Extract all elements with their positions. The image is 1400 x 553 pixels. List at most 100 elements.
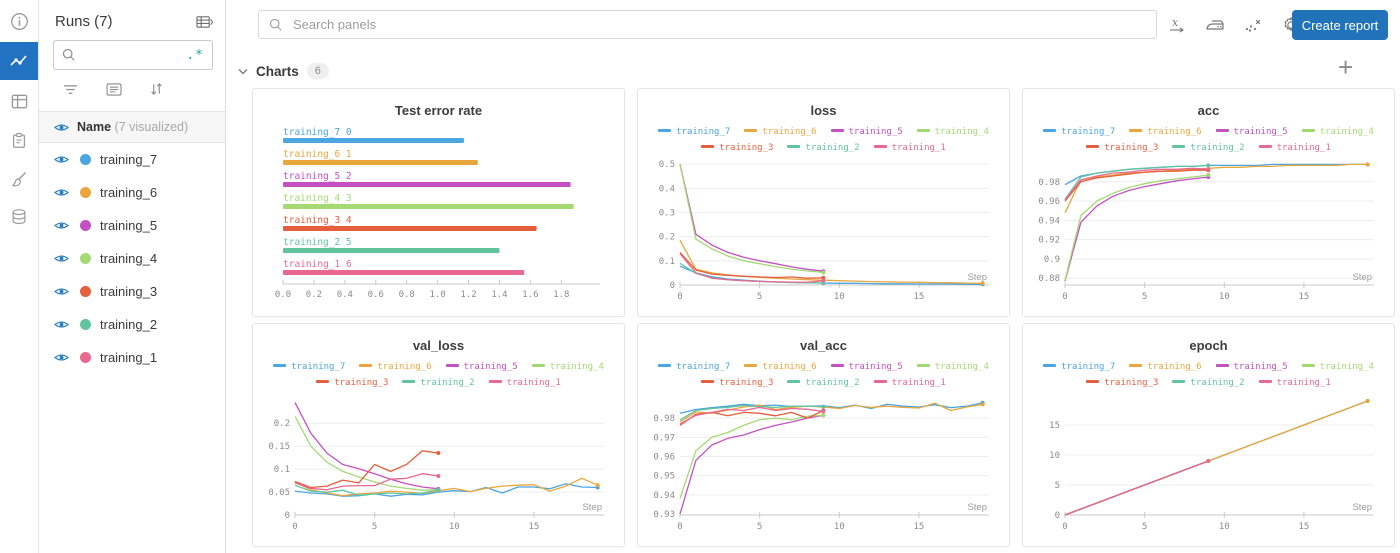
legend-item-training_4[interactable]: training_4 [916,361,989,374]
sort-icon[interactable] [150,82,163,101]
panel-search-box[interactable] [258,10,1157,39]
runs-sidebar: Runs (7) .* Name (7 visualized) training… [39,0,226,553]
svg-text:15: 15 [528,522,539,532]
svg-text:0.96: 0.96 [1038,197,1060,207]
legend-item-training_4[interactable]: training_4 [1301,361,1374,374]
chart-plot: 0 0.05 0.1 0.15 0.2 0 5 10 15 Step [261,390,616,546]
runs-search-box[interactable]: .* [53,40,213,70]
table-nav-icon[interactable] [0,83,38,119]
svg-text:x: x [1172,17,1179,29]
legend-item-training_4[interactable]: training_4 [531,361,604,374]
legend-item-training_7[interactable]: training_7 [273,361,345,374]
legend-item-training_3[interactable]: training_3 [316,377,388,390]
run-row[interactable]: training_5 [39,209,225,242]
legend-item-training_2[interactable]: training_2 [1172,142,1245,155]
svg-text:training_2 5: training_2 5 [283,237,352,248]
panel-loss[interactable]: loss training_7 training_6 training_5 traini… [637,88,1010,317]
svg-text:0.2: 0.2 [306,290,322,300]
legend-item-training_3[interactable]: training_3 [1086,377,1158,390]
legend-item-training_4[interactable]: training_4 [1301,126,1374,139]
panel-val-loss[interactable]: val_loss training_7 training_6 training_5 tr… [252,323,625,547]
legend-item-training_5[interactable]: training_5 [830,126,903,139]
create-report-button[interactable]: Create report [1292,10,1388,40]
add-panel-button[interactable]: + [1338,52,1354,82]
eye-icon[interactable] [54,352,69,363]
panel-acc[interactable]: acc training_7 training_6 training_5 trainin… [1022,88,1395,317]
legend-item-training_1[interactable]: training_1 [1258,142,1331,155]
eye-icon[interactable] [54,220,69,231]
legend-item-training_5[interactable]: training_5 [830,361,903,374]
run-row[interactable]: training_3 [39,275,225,308]
run-row[interactable]: training_2 [39,308,225,341]
regex-toggle-icon[interactable]: .* [186,47,204,63]
svg-text:5: 5 [372,522,377,532]
legend-dash-icon [273,364,287,367]
chevron-down-icon[interactable] [238,68,248,75]
svg-text:10: 10 [1219,522,1230,532]
panel-search-input[interactable] [291,16,1146,33]
charts-nav-icon[interactable] [0,42,38,80]
x-axis-icon[interactable]: x [1166,14,1188,36]
eye-icon[interactable] [54,154,69,165]
legend-item-training_5[interactable]: training_5 [1215,361,1288,374]
chart-plot: training_7 0 training_6 1 training_5 2 trai… [261,118,616,311]
legend-item-training_6[interactable]: training_6 [744,126,817,139]
legend-item-training_6[interactable]: training_6 [359,361,432,374]
database-icon[interactable] [0,200,38,236]
svg-text:Step: Step [1352,502,1372,513]
legend-item-training_2[interactable]: training_2 [402,377,475,390]
legend-item-training_1[interactable]: training_1 [873,377,946,390]
legend-item-training_2[interactable]: training_2 [1172,377,1245,390]
legend-item-training_3[interactable]: training_3 [701,142,773,155]
legend-item-training_7[interactable]: training_7 [658,126,730,139]
panel-val-acc[interactable]: val_acc training_7 training_6 training_5 tra… [637,323,1010,547]
table-collapse-icon[interactable] [196,15,213,29]
eye-icon[interactable] [54,253,69,264]
line-chart-svg: 0.88 0.9 0.92 0.94 0.96 0.98 0 5 10 15 Step [1038,162,1374,302]
info-icon[interactable] [0,3,38,39]
run-row[interactable]: training_4 [39,242,225,275]
legend-item-training_6[interactable]: training_6 [744,361,817,374]
legend-item-training_6[interactable]: training_6 [1129,361,1202,374]
runs-table-header[interactable]: Name (7 visualized) [39,111,225,143]
smoothing-iron-icon[interactable] [1204,14,1226,36]
svg-text:0.97: 0.97 [653,433,675,443]
legend-item-training_7[interactable]: training_7 [1043,126,1115,139]
runs-search-input[interactable] [82,47,181,63]
svg-text:1.2: 1.2 [460,290,476,300]
legend-item-training_3[interactable]: training_3 [701,377,773,390]
eye-icon[interactable] [54,286,69,297]
display-options-icon[interactable] [106,82,122,101]
legend-item-training_1[interactable]: training_1 [1258,377,1331,390]
eye-icon[interactable] [54,187,69,198]
eye-icon[interactable] [54,319,69,330]
legend-item-training_3[interactable]: training_3 [1086,142,1158,155]
legend-item-training_7[interactable]: training_7 [1043,361,1115,374]
legend-dash-icon [1301,129,1315,132]
legend-dash-icon [1086,145,1100,148]
chart-legend: training_7 training_6 training_5 training_4… [253,358,624,390]
legend-item-training_4[interactable]: training_4 [916,126,989,139]
panel-epoch[interactable]: epoch training_7 training_6 training_5 train… [1022,323,1395,547]
legend-item-training_1[interactable]: training_1 [488,377,561,390]
run-row[interactable]: training_6 [39,176,225,209]
legend-item-training_2[interactable]: training_2 [787,377,860,390]
legend-item-training_5[interactable]: training_5 [1215,126,1288,139]
run-row[interactable]: training_7 [39,143,225,176]
clipboard-icon[interactable] [0,122,38,158]
filter-icon[interactable] [63,83,78,101]
charts-section-title[interactable]: Charts [256,63,299,79]
outliers-icon[interactable] [1242,14,1264,36]
legend-item-training_6[interactable]: training_6 [1129,126,1202,139]
legend-item-training_2[interactable]: training_2 [787,142,860,155]
legend-dash-icon [1301,364,1315,367]
legend-item-training_5[interactable]: training_5 [445,361,518,374]
run-row[interactable]: training_1 [39,341,225,374]
sweep-brush-icon[interactable] [0,161,38,197]
legend-item-training_1[interactable]: training_1 [873,142,946,155]
chart-legend: training_7 training_6 training_5 training_4… [638,123,1009,155]
chart-title: epoch [1189,338,1228,353]
legend-item-training_7[interactable]: training_7 [658,361,730,374]
svg-text:15: 15 [1049,421,1060,431]
